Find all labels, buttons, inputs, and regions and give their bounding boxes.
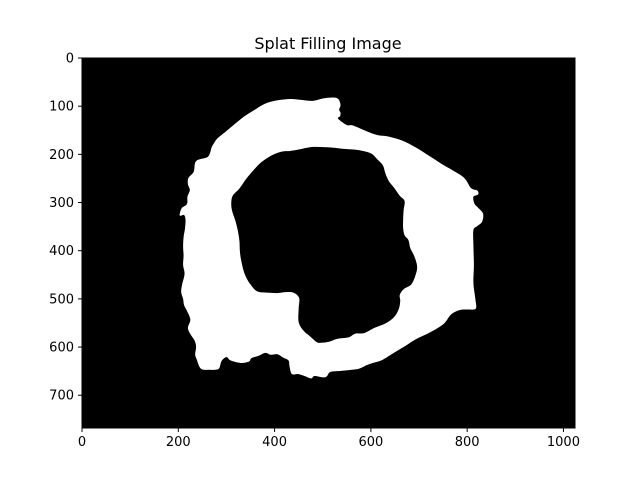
y-axis: 0 100 200 300 400 500 600 700 — [49, 52, 82, 404]
axes-frame — [81, 57, 576, 429]
x-tick-label: 1000 — [547, 435, 580, 450]
x-tick-label: 600 — [358, 435, 383, 450]
x-tick-label: 800 — [455, 435, 480, 450]
x-tick-label: 0 — [78, 435, 86, 450]
region-inner-hole — [231, 146, 418, 343]
x-axis: 0 200 400 600 800 1000 — [78, 428, 580, 450]
plot-area — [81, 57, 576, 429]
y-tick-label: 0 — [66, 52, 74, 67]
chart-title: Splat Filling Image — [254, 34, 401, 53]
y-tick-label: 200 — [49, 148, 74, 163]
y-tick-label: 100 — [49, 100, 74, 115]
y-tick-label: 500 — [49, 292, 74, 307]
y-tick-label: 400 — [49, 244, 74, 259]
y-tick-label: 300 — [49, 196, 74, 211]
x-tick-label: 400 — [262, 435, 287, 450]
x-tick-label: 200 — [166, 435, 191, 450]
y-tick-label: 600 — [49, 341, 74, 356]
splat-regions — [179, 97, 484, 379]
y-tick-label: 700 — [49, 389, 74, 404]
